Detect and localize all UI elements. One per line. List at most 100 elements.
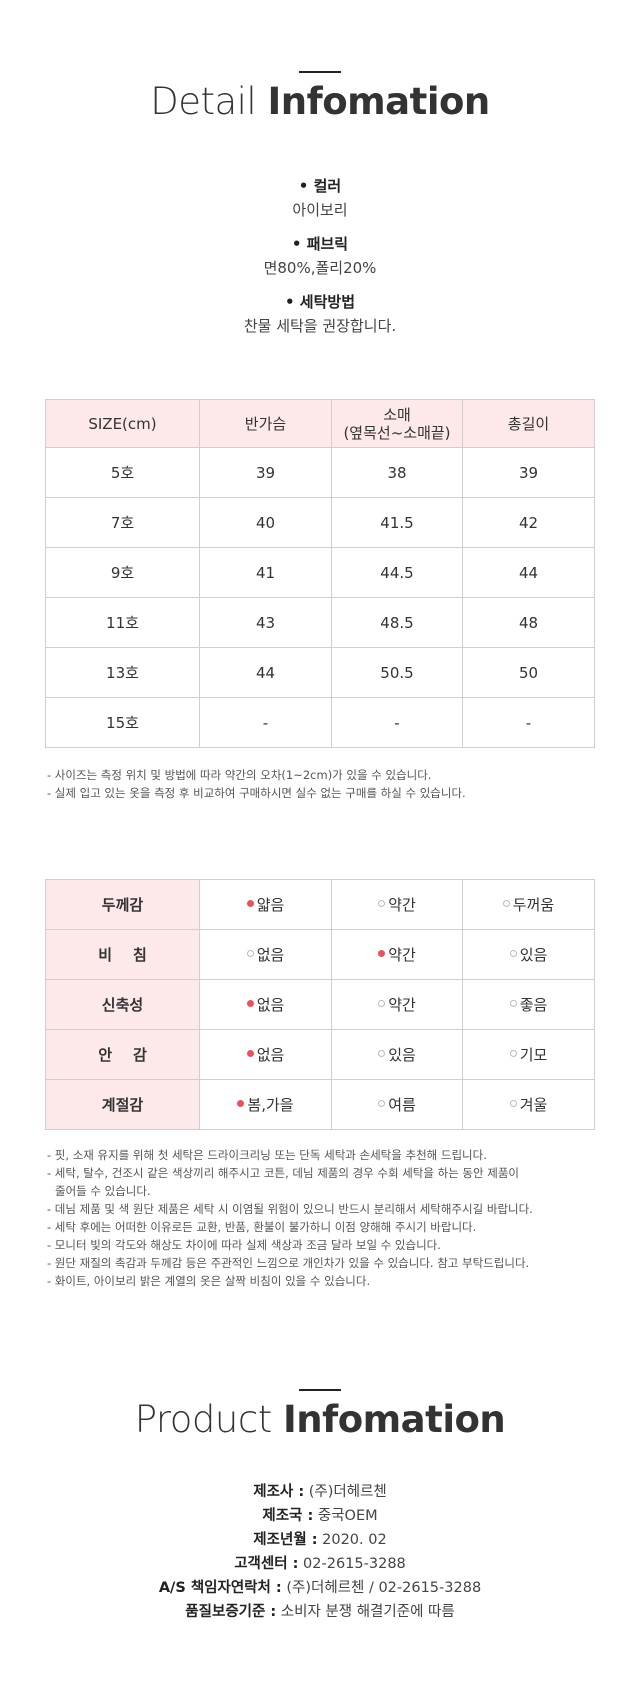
spec-label: • 컬러 xyxy=(298,177,342,195)
table-row: 9호 41 44.5 44 xyxy=(45,547,595,598)
unselected-dot-icon xyxy=(509,1050,517,1057)
product-title-divider xyxy=(299,1389,341,1391)
spec-value: 면80%,폴리20% xyxy=(263,259,377,277)
unselected-dot-icon xyxy=(378,1100,386,1107)
table-cell: 48 xyxy=(462,597,595,648)
table-cell: 39 xyxy=(199,447,332,498)
feel-option: 없음 xyxy=(199,1029,332,1080)
feel-option-label: 얇음 xyxy=(256,896,285,914)
table-row: 7호 40 41.5 42 xyxy=(45,497,595,548)
table-row: 계절감 봄,가을 여름 겨울 xyxy=(45,1079,595,1130)
feel-option-label: 있음 xyxy=(388,1046,416,1064)
table-row: 5호 39 38 39 xyxy=(45,447,595,498)
size-header-size: SIZE(cm) xyxy=(45,399,200,448)
info-label: 제조년월 : xyxy=(253,1532,318,1548)
table-cell: 48.5 xyxy=(331,597,463,648)
feel-option: 겨울 xyxy=(462,1079,595,1130)
feel-option: 약간 xyxy=(331,879,463,930)
info-value: 2020. 02 xyxy=(322,1532,387,1548)
table-cell: - xyxy=(199,697,332,748)
table-cell: 42 xyxy=(462,497,595,548)
product-info-line: 품질보증기준 : 소비자 분쟁 해결기준에 따름 xyxy=(0,1600,640,1624)
detail-title-bold: Infomation xyxy=(267,80,490,123)
table-cell: 39 xyxy=(462,447,595,498)
feel-option: 얇음 xyxy=(199,879,332,930)
spec-label: • 세탁방법 xyxy=(284,293,355,311)
feel-option: 약간 xyxy=(331,929,463,980)
note-line: - 핏, 소재 유지를 위해 첫 세탁은 드라이크리닝 또는 단독 세탁과 손세… xyxy=(47,1148,487,1162)
size-table-header: SIZE(cm) 반가슴 소매 (옆목선~소매끝) 총길이 xyxy=(45,399,595,448)
note-line: 줄어들 수 있습니다. xyxy=(55,1184,151,1198)
feel-option: 두꺼움 xyxy=(462,879,595,930)
detail-title-divider xyxy=(299,71,341,73)
table-row: 13호 44 50.5 50 xyxy=(45,647,595,698)
note-line: - 사이즈는 측정 위치 및 방법에 따라 약간의 오차(1~2cm)가 있을 … xyxy=(47,768,432,782)
table-cell: 9호 xyxy=(45,547,200,598)
unselected-dot-icon xyxy=(378,1000,386,1007)
feel-option-label: 약간 xyxy=(388,996,416,1014)
feel-option: 기모 xyxy=(462,1029,595,1080)
feel-label: 신축성 xyxy=(45,979,200,1030)
feel-option-label: 두꺼움 xyxy=(512,896,555,914)
note-line: - 원단 재질의 촉감과 두께감 등은 주관적인 느낌으로 개인차가 있을 수 … xyxy=(47,1256,530,1270)
table-row: 두께감 얇음 약간 두꺼움 xyxy=(45,879,595,930)
size-header-sleeve-line2: (옆목선~소매끝) xyxy=(343,423,451,442)
size-table: SIZE(cm) 반가슴 소매 (옆목선~소매끝) 총길이 5호 39 38 3… xyxy=(45,399,595,748)
info-value: (주)더헤르첸 / 02-2615-3288 xyxy=(286,1580,482,1596)
table-cell: 7호 xyxy=(45,497,200,548)
table-row: 신축성 없음 약간 좋음 xyxy=(45,979,595,1030)
feel-option-label: 없음 xyxy=(256,996,285,1014)
note-line: - 실제 입고 있는 옷을 측정 후 비교하여 구매하시면 실수 없는 구매를 … xyxy=(47,786,466,800)
note-line: - 화이트, 아이보리 밝은 계열의 옷은 살짝 비침이 있을 수 있습니다. xyxy=(47,1274,371,1288)
feel-label: 두께감 xyxy=(45,879,200,930)
spec-fabric: • 패브릭 면80%,폴리20% xyxy=(0,232,640,280)
feel-label: 안 감 xyxy=(45,1029,200,1080)
feel-option: 좋음 xyxy=(462,979,595,1030)
care-notes: - 핏, 소재 유지를 위해 첫 세탁은 드라이크리닝 또는 단독 세탁과 손세… xyxy=(47,1146,607,1290)
size-header-chest: 반가슴 xyxy=(199,399,332,448)
product-info-line: 제조년월 : 2020. 02 xyxy=(0,1528,640,1552)
spec-color: • 컬러 아이보리 xyxy=(0,174,640,222)
feel-option: 없음 xyxy=(199,979,332,1030)
table-cell: 50 xyxy=(462,647,595,698)
note-line: - 세탁 후에는 어떠한 이유로든 교환, 반품, 환불이 불가하니 이점 양해… xyxy=(47,1220,477,1234)
spec-value: 찬물 세탁을 권장합니다. xyxy=(243,317,397,335)
spec-value: 아이보리 xyxy=(292,201,348,219)
table-cell: 11호 xyxy=(45,597,200,648)
feel-option: 없음 xyxy=(199,929,332,980)
table-row: 15호 - - - xyxy=(45,697,595,748)
unselected-dot-icon xyxy=(246,950,254,957)
feel-option-label: 약간 xyxy=(388,946,416,964)
unselected-dot-icon xyxy=(509,950,517,957)
unselected-dot-icon xyxy=(378,1050,386,1057)
product-info-line: 제조사 : (주)더헤르첸 xyxy=(0,1480,640,1504)
table-cell: 40 xyxy=(199,497,332,548)
unselected-dot-icon xyxy=(502,900,510,907)
table-cell: - xyxy=(462,697,595,748)
product-info-list: 제조사 : (주)더헤르첸 제조국 : 중국OEM 제조년월 : 2020. 0… xyxy=(0,1480,640,1624)
feel-option: 여름 xyxy=(331,1079,463,1130)
table-cell: 5호 xyxy=(45,447,200,498)
info-value: 중국OEM xyxy=(317,1508,378,1524)
feel-option-label: 좋음 xyxy=(519,996,548,1014)
table-cell: 44 xyxy=(199,647,332,698)
product-title: Product Infomation xyxy=(0,1398,640,1441)
info-value: 소비자 분쟁 해결기준에 따름 xyxy=(280,1604,455,1620)
selected-dot-icon xyxy=(246,900,254,907)
product-info-line: A/S 책임자연락처 : (주)더헤르첸 / 02-2615-3288 xyxy=(0,1576,640,1600)
table-cell: - xyxy=(331,697,463,748)
info-value: (주)더헤르첸 xyxy=(308,1484,387,1500)
table-cell: 41 xyxy=(199,547,332,598)
feel-option-label: 기모 xyxy=(519,1046,548,1064)
table-cell: 44 xyxy=(462,547,595,598)
feel-option: 있음 xyxy=(462,929,595,980)
table-cell: 15호 xyxy=(45,697,200,748)
feel-option-label: 약간 xyxy=(388,896,416,914)
feel-option-label: 있음 xyxy=(519,946,548,964)
info-label: A/S 책임자연락처 : xyxy=(158,1580,282,1596)
feel-table: 두께감 얇음 약간 두꺼움 비 침 없음 약간 있음 신축성 없음 약간 좋음 안 감 없음 있음 기모 계절감… xyxy=(45,879,595,1130)
detail-title-light: Detail xyxy=(150,80,257,123)
table-row: 안 감 없음 있음 기모 xyxy=(45,1029,595,1080)
feel-label: 계절감 xyxy=(45,1079,200,1130)
feel-option-label: 겨울 xyxy=(519,1096,548,1114)
